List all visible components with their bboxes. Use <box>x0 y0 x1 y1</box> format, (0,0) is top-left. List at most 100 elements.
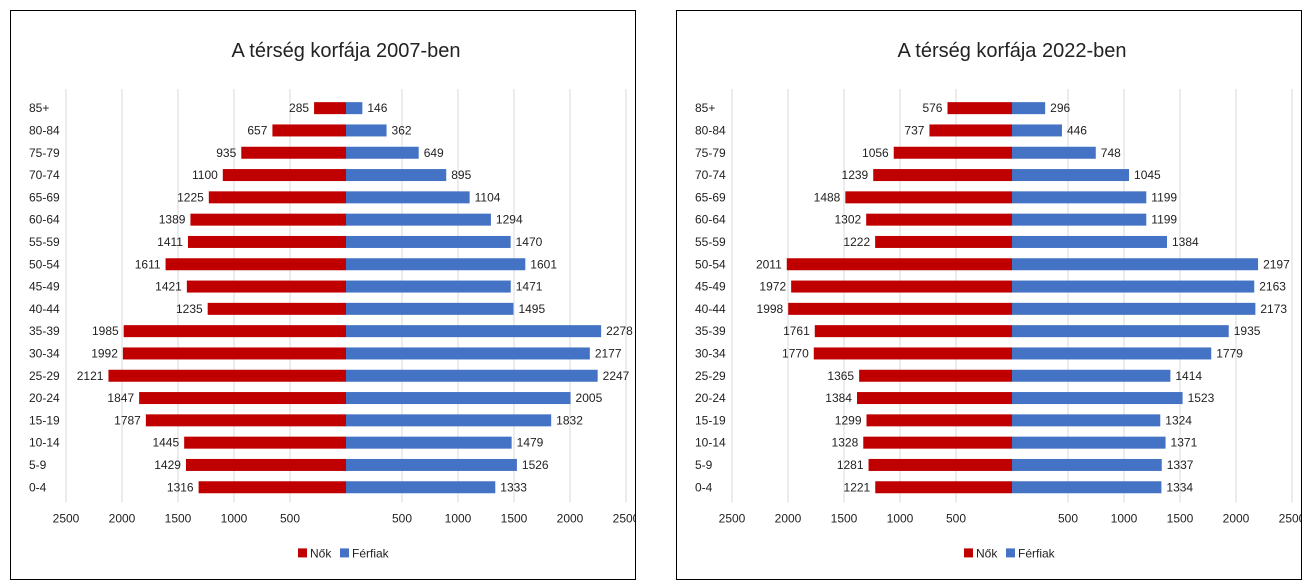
x-tick-label: 2000 <box>557 511 584 525</box>
women-value-label: 657 <box>247 123 267 137</box>
men-bar <box>346 146 419 159</box>
men-value-label: 1294 <box>496 213 523 227</box>
age-group-label: 55-59 <box>29 235 60 249</box>
women-value-label: 1299 <box>835 413 862 427</box>
women-value-label: 1056 <box>862 146 889 160</box>
men-value-label: 1199 <box>1151 213 1177 227</box>
x-tick-label: 2500 <box>613 511 635 525</box>
women-value-label: 285 <box>289 101 309 115</box>
men-bar <box>346 414 552 427</box>
women-bar <box>875 481 1012 494</box>
men-value-label: 1523 <box>1188 391 1215 405</box>
women-value-label: 576 <box>922 101 942 115</box>
women-value-label: 1421 <box>155 280 182 294</box>
age-group-label: 85+ <box>695 101 715 115</box>
x-tick-label: 1500 <box>165 511 192 525</box>
men-value-label: 2177 <box>595 346 622 360</box>
legend: Nők Férfiak <box>298 546 390 560</box>
x-tick-label: 2500 <box>1279 511 1301 525</box>
age-group-label: 80-84 <box>29 123 60 137</box>
women-bar <box>185 458 346 471</box>
women-bar <box>241 146 346 159</box>
women-bar <box>873 169 1012 182</box>
age-group-row: 25-29 2121 2247 <box>29 369 630 383</box>
women-value-label: 2121 <box>77 369 104 383</box>
women-value-label: 1488 <box>814 190 841 204</box>
men-value-label: 2278 <box>606 324 633 338</box>
men-bar <box>346 347 590 360</box>
women-bar <box>856 392 1012 405</box>
age-group-label: 15-19 <box>695 413 726 427</box>
legend-label-men: Férfiak <box>352 546 390 560</box>
pyramid-chart-2007: A térség korfája 2007-ben 2500 2000 1500 100… <box>29 40 640 560</box>
age-group-row: 85+ 576 296 <box>695 101 1070 115</box>
age-group-label: 75-79 <box>29 146 60 160</box>
age-group-label: 50-54 <box>29 257 60 271</box>
x-tick-label: 1500 <box>1167 511 1194 525</box>
pyramid-chart-2022: A térség korfája 2022-ben 2500 2000 1500 100… <box>695 40 1306 560</box>
men-value-label: 1601 <box>530 257 557 271</box>
age-group-row: 5-9 1429 1526 <box>29 458 549 472</box>
women-bar <box>207 302 346 315</box>
age-group-row: 35-39 1761 1935 <box>695 324 1261 338</box>
men-value-label: 1104 <box>475 190 501 204</box>
women-value-label: 1985 <box>92 324 119 338</box>
women-value-label: 1222 <box>843 235 870 249</box>
age-group-label: 85+ <box>29 101 49 115</box>
men-value-label: 2197 <box>1263 257 1290 271</box>
x-tick-label: 1000 <box>221 511 248 525</box>
women-value-label: 1316 <box>167 480 194 494</box>
age-group-label: 45-49 <box>29 280 60 294</box>
age-group-row: 20-24 1384 1523 <box>695 391 1215 405</box>
women-bar <box>875 235 1012 248</box>
women-bar <box>859 369 1012 382</box>
women-bar <box>947 102 1012 115</box>
men-bar <box>346 369 598 382</box>
women-bar <box>866 213 1012 226</box>
age-group-row: 40-44 1998 2173 <box>695 302 1287 316</box>
women-bar <box>190 213 346 226</box>
age-group-label: 25-29 <box>695 369 726 383</box>
age-group-label: 70-74 <box>695 168 726 182</box>
x-tick-label: 1500 <box>831 511 858 525</box>
women-value-label: 1221 <box>844 480 871 494</box>
age-group-label: 65-69 <box>29 190 60 204</box>
men-bar <box>1012 436 1166 449</box>
men-bar <box>1012 124 1062 137</box>
men-bar <box>346 124 387 137</box>
women-value-label: 1429 <box>154 458 181 472</box>
legend-label-women: Nők <box>976 546 998 560</box>
men-value-label: 446 <box>1067 123 1087 137</box>
age-group-row: 75-79 935 649 <box>29 146 444 160</box>
age-group-label: 70-74 <box>29 168 60 182</box>
age-group-label: 75-79 <box>695 146 726 160</box>
women-bar <box>786 258 1012 271</box>
x-tick-label: 2000 <box>109 511 136 525</box>
men-value-label: 1526 <box>522 458 549 472</box>
men-value-label: 1045 <box>1134 168 1161 182</box>
men-bar <box>346 235 511 248</box>
men-bar <box>1012 369 1171 382</box>
legend: Nők Férfiak <box>964 546 1056 560</box>
age-group-label: 15-19 <box>29 413 60 427</box>
men-bar <box>346 102 363 115</box>
x-tick-label: 500 <box>280 511 300 525</box>
women-value-label: 1225 <box>177 190 204 204</box>
age-group-row: 40-44 1235 1495 <box>29 302 545 316</box>
x-axis: 2500 2000 1500 1000 500 500 1000 1500 2000 2500 <box>719 89 1306 525</box>
age-group-label: 60-64 <box>695 213 726 227</box>
age-group-label: 40-44 <box>695 302 726 316</box>
women-bar <box>314 102 346 115</box>
age-group-row: 10-14 1328 1371 <box>695 436 1198 450</box>
age-group-row: 35-39 1985 2278 <box>29 324 633 338</box>
men-value-label: 1779 <box>1216 346 1243 360</box>
age-group-row: 55-59 1222 1384 <box>695 235 1199 249</box>
women-bar <box>145 414 346 427</box>
women-value-label: 1281 <box>837 458 864 472</box>
x-tick-label: 1000 <box>887 511 914 525</box>
women-bar <box>122 347 346 360</box>
age-group-row: 50-54 2011 2197 <box>695 257 1290 271</box>
age-group-label: 10-14 <box>695 436 726 450</box>
men-bar <box>346 280 511 293</box>
women-value-label: 1235 <box>176 302 203 316</box>
